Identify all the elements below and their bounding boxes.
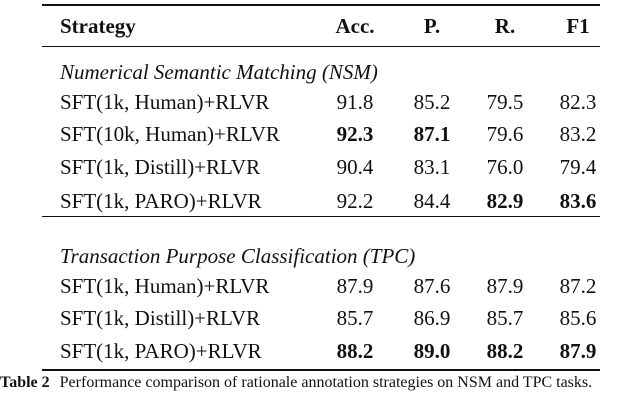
value-cell: 85.2	[413, 90, 451, 114]
value-cell: 85.6	[559, 306, 597, 330]
value-cell: 87.9	[559, 339, 597, 363]
value-cell: 87.9	[486, 274, 524, 298]
section-rule	[42, 216, 600, 217]
header-cell: Acc.	[335, 14, 375, 38]
value-cell: 87.6	[413, 274, 451, 298]
caption-text: Performance comparison of rationale anno…	[59, 374, 593, 391]
value-cell: 79.5	[486, 90, 524, 114]
strategy-cell: SFT(1k, Distill)+RLVR	[60, 306, 261, 330]
strategy-cell: SFT(1k, Human)+RLVR	[60, 274, 270, 298]
value-cell: 82.9	[486, 189, 524, 213]
value-cell: 87.1	[413, 122, 451, 146]
value-cell: 92.3	[336, 122, 374, 146]
value-cell: 88.2	[336, 339, 374, 363]
strategy-cell: SFT(1k, PARO)+RLVR	[60, 339, 262, 363]
header-cell: R.	[494, 14, 516, 38]
caption: Table 2 Performance comparison of rationa…	[0, 372, 640, 393]
value-cell: 82.3	[559, 90, 597, 114]
value-cell: 79.6	[486, 122, 524, 146]
strategy-cell: SFT(1k, Human)+RLVR	[60, 90, 270, 114]
section-title: Transaction Purpose Classification (TPC)	[60, 244, 416, 268]
top-rule	[42, 4, 600, 6]
bottom-rule	[42, 369, 600, 371]
value-cell: 83.1	[413, 155, 451, 179]
section-title: Numerical Semantic Matching (NSM)	[60, 60, 378, 84]
header-cell: F1	[566, 14, 590, 38]
header-cell: Strategy	[60, 14, 136, 38]
value-cell: 92.2	[336, 189, 374, 213]
value-cell: 83.2	[559, 122, 597, 146]
value-cell: 91.8	[336, 90, 374, 114]
value-cell: 79.4	[559, 155, 597, 179]
value-cell: 85.7	[336, 306, 374, 330]
header-cell: P.	[423, 14, 441, 38]
header-rule	[42, 46, 600, 47]
strategy-cell: SFT(1k, PARO)+RLVR	[60, 189, 262, 213]
value-cell: 84.4	[413, 189, 451, 213]
value-cell: 83.6	[559, 189, 597, 213]
caption-label: Table 2	[0, 374, 50, 391]
value-cell: 86.9	[413, 306, 451, 330]
value-cell: 88.2	[486, 339, 524, 363]
value-cell: 76.0	[486, 155, 524, 179]
value-cell: 85.7	[486, 306, 524, 330]
strategy-cell: SFT(10k, Human)+RLVR	[60, 122, 280, 146]
value-cell: 90.4	[336, 155, 374, 179]
value-cell: 89.0	[413, 339, 451, 363]
strategy-cell: SFT(1k, Distill)+RLVR	[60, 155, 261, 179]
value-cell: 87.9	[336, 274, 374, 298]
value-cell: 87.2	[559, 274, 597, 298]
